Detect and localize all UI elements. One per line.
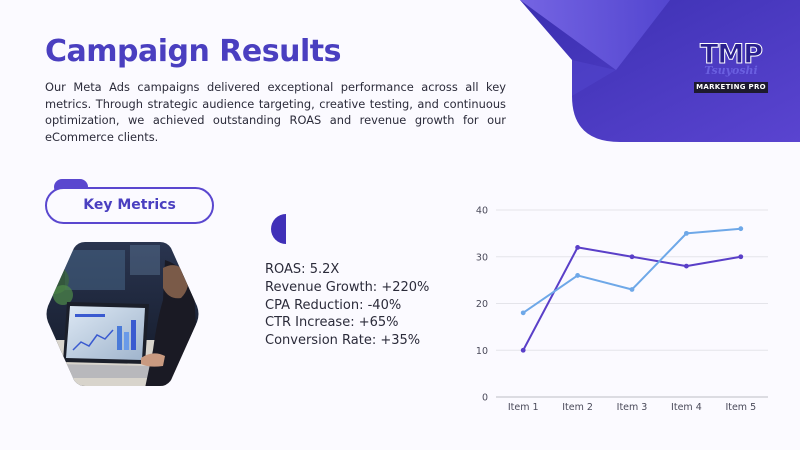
x-tick-label: Item 4 — [671, 402, 702, 413]
key-metrics-list: ROAS: 5.2X Revenue Growth: +220% CPA Red… — [265, 261, 429, 350]
x-tick-label: Item 5 — [725, 402, 756, 413]
x-tick-label: Item 2 — [562, 402, 593, 413]
key-metrics-label: Key Metrics — [45, 187, 214, 224]
series-1-line — [522, 246, 741, 351]
metric-revenue-growth: Revenue Growth: +220% — [265, 279, 430, 295]
x-tick-label: Item 3 — [617, 402, 648, 413]
series-2-line — [522, 227, 741, 314]
series-1-point — [684, 263, 689, 269]
series-2-point — [629, 287, 635, 292]
logo-script: Tsuyoshi — [704, 64, 758, 77]
metric-roas: ROAS: 5.2X — [265, 262, 340, 277]
y-tick-label: 20 — [476, 299, 488, 310]
page-title: Campaign Results — [45, 34, 341, 69]
series-2-point — [520, 310, 526, 316]
performance-line-chart: 0 10 20 30 40 Item 1 Item 2 Item 3 Item 4 Item 5 — [460, 198, 780, 418]
series-2-point — [575, 273, 580, 278]
series-1-point — [520, 347, 526, 353]
striped-circle-decoration — [270, 213, 306, 245]
brand-logo: TMP Tsuyoshi MARKETING PRO — [692, 39, 770, 96]
y-tick-label: 40 — [476, 206, 488, 217]
metric-ctr-increase: CTR Increase: +65% — [265, 315, 399, 331]
logo-mark: TMP — [699, 39, 763, 70]
series-2-point — [684, 230, 689, 236]
x-tick-label: Item 1 — [508, 402, 539, 413]
metric-conversion-rate: Conversion Rate: +35% — [265, 333, 421, 349]
intro-paragraph: Our Meta Ads campaigns delivered excepti… — [45, 80, 506, 144]
y-tick-label: 10 — [476, 346, 488, 357]
series-1-point — [629, 254, 635, 260]
logo-tagline: MARKETING PRO — [694, 82, 768, 93]
striped-circle-decoration — [449, 53, 477, 79]
y-tick-label: 0 — [482, 393, 488, 404]
series-1-point — [575, 245, 580, 250]
y-tick-label: 30 — [476, 252, 488, 263]
metric-cpa-reduction: CPA Reduction: -40% — [265, 297, 402, 313]
header-decoration — [520, 0, 800, 142]
series-2-point — [738, 226, 744, 232]
laptop-analytics-photo — [45, 240, 200, 388]
series-1-point — [738, 254, 744, 260]
